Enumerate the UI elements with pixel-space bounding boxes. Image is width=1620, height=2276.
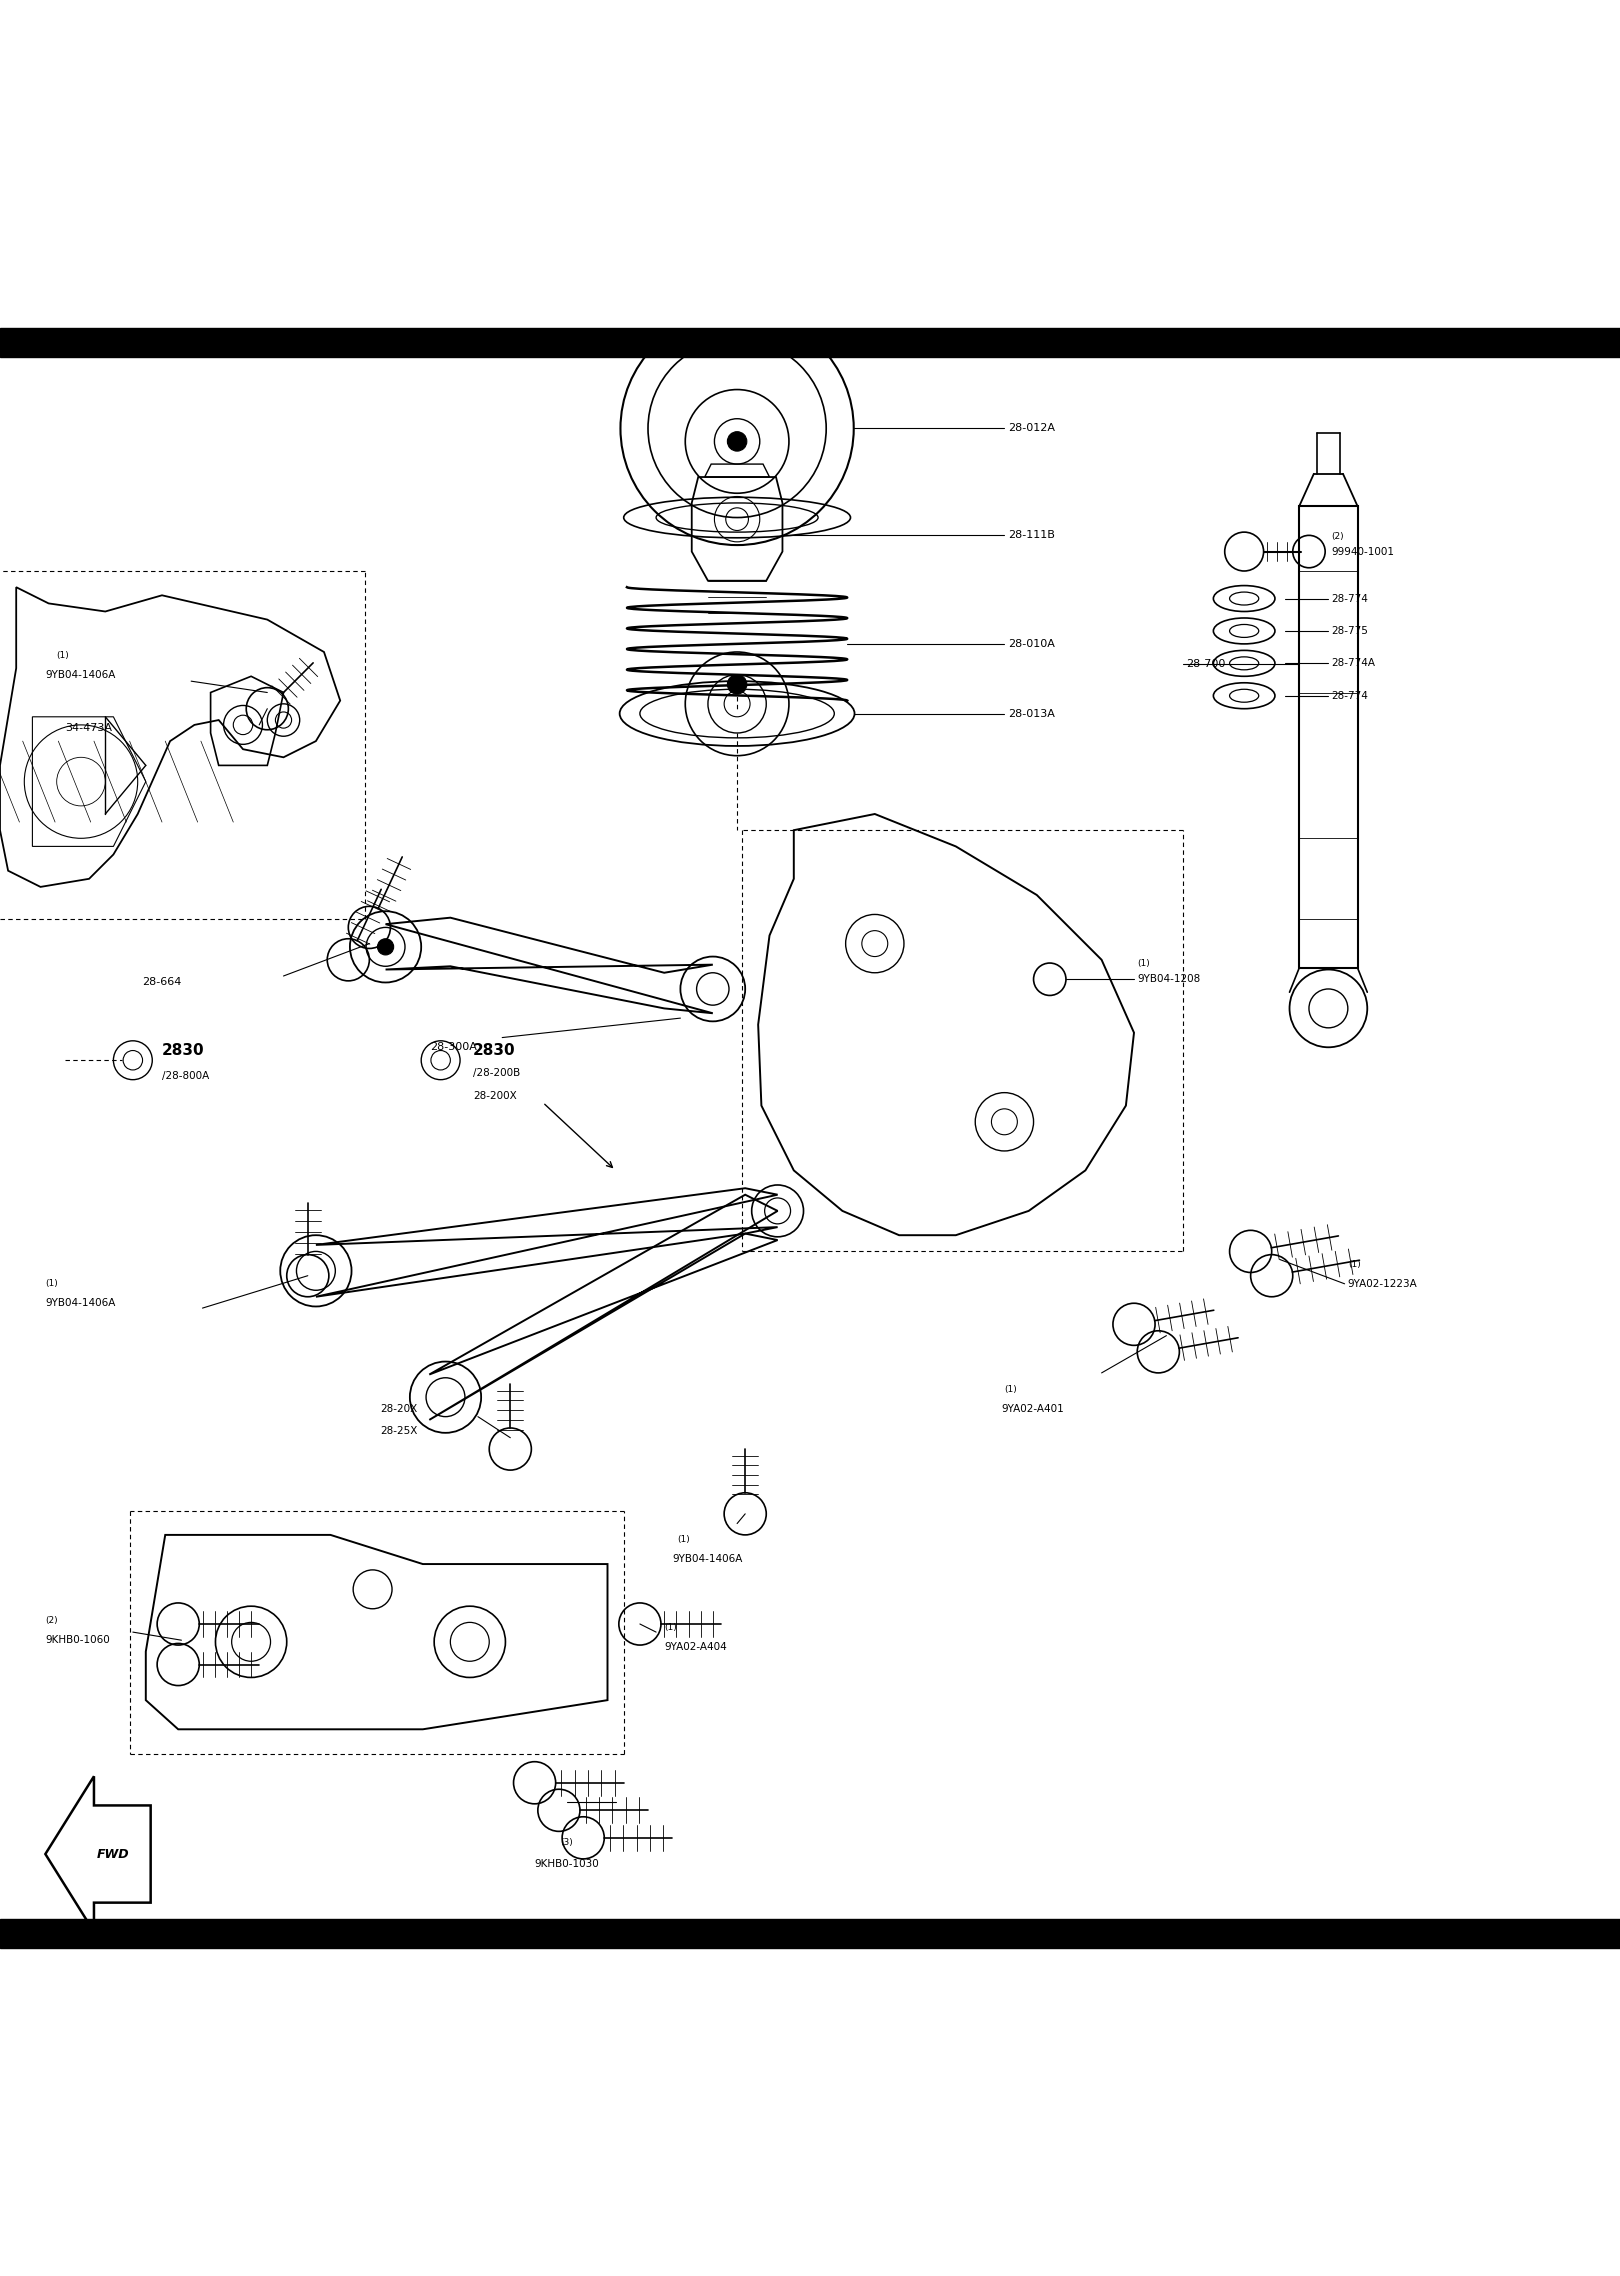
Bar	[0, 1919, 1620, 1948]
Text: 28-775: 28-775	[1332, 626, 1369, 635]
Text: 99940-1001: 99940-1001	[1332, 546, 1395, 558]
Text: 9YB04-1406A: 9YB04-1406A	[45, 669, 115, 681]
Text: (1): (1)	[57, 651, 70, 660]
Circle shape	[377, 938, 394, 956]
Text: 28-111B: 28-111B	[1008, 530, 1055, 539]
Text: 28-013A: 28-013A	[1008, 708, 1055, 719]
Text: 2830: 2830	[162, 1042, 204, 1058]
Text: 28-200X: 28-200X	[473, 1090, 517, 1102]
Circle shape	[727, 432, 747, 451]
Text: 28-774: 28-774	[1332, 690, 1369, 701]
Text: 9YB04-1406A: 9YB04-1406A	[45, 1297, 115, 1309]
Text: FWD: FWD	[97, 1848, 130, 1859]
Text: (2): (2)	[1332, 533, 1345, 542]
Text: (1): (1)	[664, 1623, 677, 1632]
Text: 28-700: 28-700	[1186, 660, 1225, 669]
Circle shape	[727, 674, 747, 694]
Text: (1): (1)	[677, 1536, 690, 1543]
Text: 28-010A: 28-010A	[1008, 640, 1055, 649]
Text: 28-774: 28-774	[1332, 594, 1369, 603]
Text: 9YA02-1223A: 9YA02-1223A	[1348, 1279, 1418, 1288]
Text: (1): (1)	[1004, 1384, 1017, 1393]
Text: 9KHB0-1030: 9KHB0-1030	[535, 1859, 599, 1869]
Text: /28-200B: /28-200B	[473, 1067, 520, 1079]
Text: 28-012A: 28-012A	[1008, 423, 1055, 432]
Text: 28-300A: 28-300A	[431, 1042, 476, 1052]
Text: 34-473A: 34-473A	[65, 724, 112, 733]
Text: (1): (1)	[45, 1279, 58, 1288]
Text: 2830: 2830	[473, 1042, 515, 1058]
Text: (1): (1)	[1137, 958, 1150, 967]
Text: 9KHB0-1060: 9KHB0-1060	[45, 1634, 110, 1646]
Text: 28-25X: 28-25X	[381, 1427, 418, 1436]
Text: 9YB04-1208: 9YB04-1208	[1137, 974, 1200, 983]
Bar	[0, 328, 1620, 357]
Text: 9YA02-A401: 9YA02-A401	[1001, 1404, 1064, 1413]
Text: /28-800A: /28-800A	[162, 1072, 209, 1081]
Text: 9YA02-A404: 9YA02-A404	[664, 1641, 727, 1652]
Text: 28-20X: 28-20X	[381, 1404, 418, 1413]
Text: (1): (1)	[1348, 1261, 1361, 1268]
Text: 9YB04-1406A: 9YB04-1406A	[672, 1555, 742, 1564]
Text: 28-664: 28-664	[143, 976, 181, 988]
Text: (2): (2)	[45, 1616, 58, 1625]
Text: (3): (3)	[561, 1839, 573, 1848]
Text: 28-774A: 28-774A	[1332, 658, 1375, 669]
